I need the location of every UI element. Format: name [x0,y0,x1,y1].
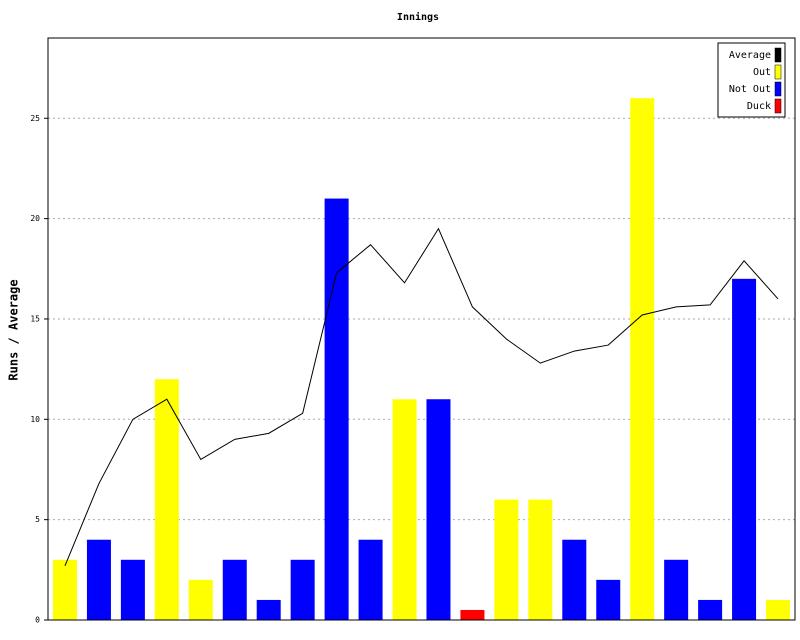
bar [698,599,723,620]
bar [766,599,791,620]
bar [664,559,689,620]
legend-label: Duck [747,101,771,112]
bar [290,559,315,620]
bar [596,579,621,620]
bar [188,579,213,620]
plot-frame [47,37,796,621]
y-tick-label: 10 [30,415,40,424]
y-tick-label: 5 [35,515,40,524]
y-tick-label: 0 [35,616,40,625]
bar [494,499,519,620]
bar [120,559,145,620]
bar [528,499,553,620]
legend-swatch [774,81,782,97]
bar [222,559,247,620]
bar [86,539,111,620]
bar [52,559,77,620]
bar [630,98,655,620]
legend-swatch [774,64,782,80]
chart-title: Innings [397,11,439,23]
bar [256,599,281,620]
bar [460,609,485,620]
average-line [64,227,779,567]
bar [426,399,451,620]
bar [392,399,417,620]
bar [562,539,587,620]
legend-box [717,42,786,118]
legend-label: Out [753,67,771,78]
y-tick-label: 20 [30,214,40,223]
bar [732,278,757,620]
legend-swatch [774,47,782,63]
legend-label: Not Out [729,84,771,95]
legend-label: Average [729,50,771,61]
bar [324,198,349,620]
y-tick-label: 25 [30,114,40,123]
bar [358,539,383,620]
bar [154,379,179,620]
y-tick-label: 15 [30,314,40,323]
legend-swatch [774,98,782,114]
y-axis-label: Runs / Average [7,279,21,380]
